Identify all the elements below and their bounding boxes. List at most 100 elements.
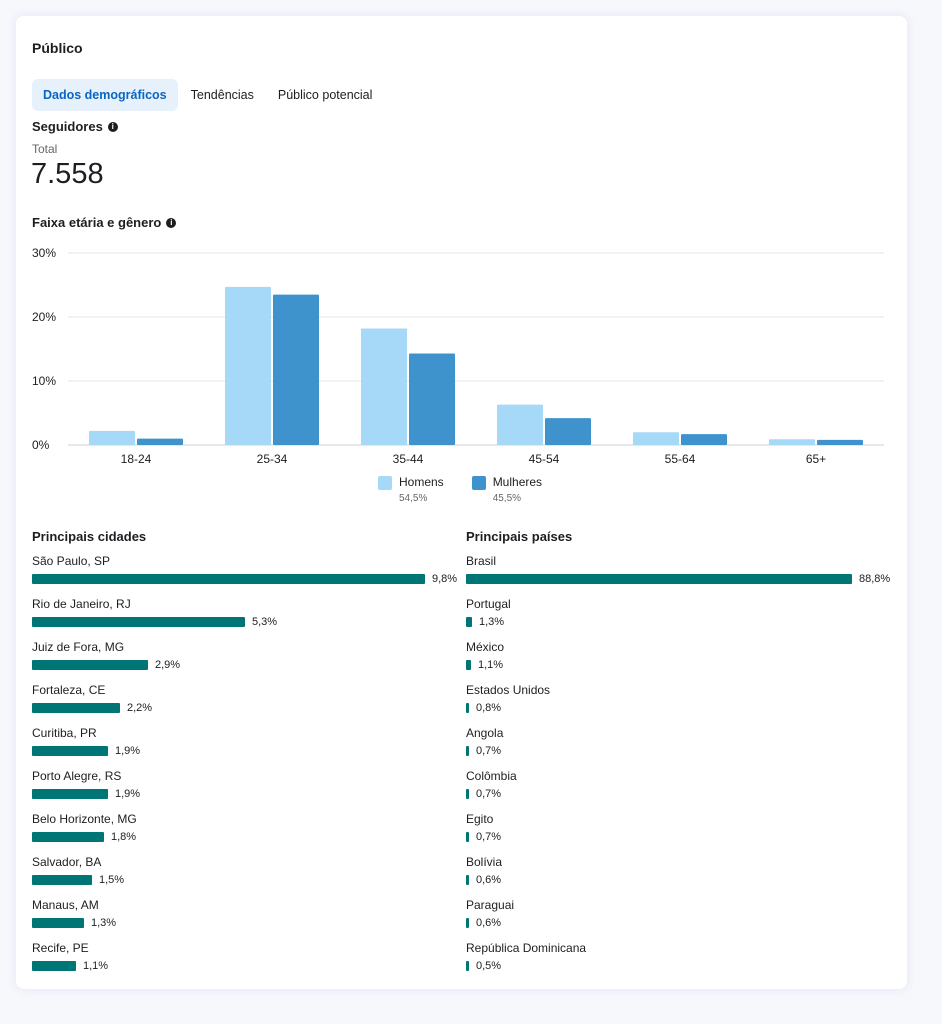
list-item-label: Estados Unidos (466, 683, 551, 697)
audience-card: Público Dados demográficos Tendências Pú… (16, 16, 907, 989)
legend-swatch-women (471, 476, 486, 490)
legend-item-women[interactable]: Mulheres 45,5% (471, 475, 542, 504)
list-item-bar (32, 746, 108, 756)
list-item-label: Recife, PE (32, 941, 89, 955)
list-item: Estados Unidos 0,8% (466, 682, 896, 725)
list-item-value: 88,8% (859, 573, 891, 585)
list-item: Colômbia 0,7% (466, 768, 896, 811)
x-tick-label: 25-34 (257, 452, 288, 466)
list-item-label: Juiz de Fora, MG (32, 640, 125, 654)
list-item-bar-wrap: 1,9% (32, 787, 462, 801)
list-item-bar-wrap: 1,8% (32, 830, 462, 844)
list-item-label: Angola (466, 726, 504, 740)
list-item: Angola 0,7% (466, 725, 896, 768)
list-item: Bolívia 0,6% (466, 854, 896, 897)
list-item-value: 1,9% (115, 745, 141, 757)
list-item-label: Salvador, BA (32, 855, 102, 869)
list-item-bar (466, 961, 469, 971)
x-tick-label: 55-64 (665, 452, 696, 466)
list-item-bar (466, 875, 469, 885)
bar-women[interactable] (681, 434, 727, 445)
list-item: Juiz de Fora, MG 2,9% (32, 639, 462, 682)
age-gender-heading: Faixa etária e gênero i (32, 215, 177, 230)
info-icon[interactable]: i (107, 121, 118, 132)
list-item-bar (466, 832, 469, 842)
list-item-value: 0,5% (476, 960, 502, 972)
bar-men[interactable] (633, 432, 679, 445)
page-title: Público (32, 40, 83, 56)
list-item: Fortaleza, CE 2,2% (32, 682, 462, 725)
list-item-value: 1,8% (111, 831, 137, 843)
list-item-bar (466, 660, 471, 670)
list-item-bar (32, 789, 108, 799)
x-tick-label: 65+ (806, 452, 826, 466)
top-cities-heading: Principais cidades (32, 529, 147, 544)
bar-women[interactable] (545, 418, 591, 445)
list-item-bar-wrap: 1,3% (466, 615, 896, 629)
list-item-bar (32, 875, 92, 885)
bar-women[interactable] (137, 438, 183, 445)
list-item-bar (466, 617, 472, 627)
legend-item-men[interactable]: Homens 54,5% (378, 475, 444, 504)
info-icon[interactable]: i (166, 217, 177, 228)
list-item: São Paulo, SP 9,8% (32, 553, 462, 596)
age-gender-heading-label: Faixa etária e gênero (32, 215, 162, 230)
bar-men[interactable] (361, 328, 407, 445)
list-item-label: Brasil (466, 554, 497, 568)
bar-women[interactable] (817, 439, 863, 445)
list-item-value: 0,7% (476, 745, 502, 757)
x-tick-label: 18-24 (121, 452, 152, 466)
list-item-bar-wrap: 0,6% (466, 873, 896, 887)
top-countries-list: Brasil 88,8% Portugal 1,3% México 1,1% Estados… (466, 553, 896, 983)
list-item-bar-wrap: 1,1% (466, 658, 896, 672)
tab-trends[interactable]: Tendências (190, 88, 254, 102)
list-item-value: 2,9% (155, 659, 181, 671)
list-item-bar (32, 961, 76, 971)
list-item-label: Curitiba, PR (32, 726, 97, 740)
followers-heading-label: Seguidores (32, 119, 103, 134)
list-item: República Dominicana 0,5% (466, 940, 896, 983)
list-item: Manaus, AM 1,3% (32, 897, 462, 940)
tab-demographics[interactable]: Dados demográficos (32, 79, 178, 111)
list-item-label: Colômbia (466, 769, 517, 783)
list-item-label: Portugal (466, 597, 511, 611)
bar-women[interactable] (409, 353, 455, 445)
bar-women[interactable] (273, 294, 319, 445)
list-item-bar-wrap: 0,8% (466, 701, 896, 715)
tab-bar: Dados demográficos Tendências Público po… (32, 79, 385, 111)
list-item-label: Porto Alegre, RS (32, 769, 122, 783)
list-item-bar-wrap: 1,5% (32, 873, 462, 887)
bar-men[interactable] (769, 439, 815, 445)
tab-potential-audience[interactable]: Público potencial (277, 88, 373, 102)
list-item: Curitiba, PR 1,9% (32, 725, 462, 768)
bar-men[interactable] (89, 430, 135, 445)
age-gender-chart: 0% 10% 20% 30% 18-24 25-34 35-44 45-54 55-64 65+ (32, 246, 884, 466)
list-item-value: 0,7% (476, 788, 502, 800)
list-item-label: Egito (466, 812, 494, 826)
top-countries-heading: Principais países (466, 529, 573, 544)
list-item-bar-wrap: 5,3% (32, 615, 462, 629)
list-item-bar (32, 574, 425, 584)
list-item-label: México (466, 640, 505, 654)
legend-share-women: 45,5% (492, 493, 522, 504)
bar-men[interactable] (225, 286, 271, 445)
list-item-label: Rio de Janeiro, RJ (32, 597, 131, 611)
list-item-bar-wrap: 0,7% (466, 787, 896, 801)
top-countries: Principais países Brasil 88,8% Portugal 1,3… (466, 529, 896, 983)
list-item: Porto Alegre, RS 1,9% (32, 768, 462, 811)
list-item-value: 1,3% (479, 616, 505, 628)
followers-heading: Seguidores i (32, 119, 118, 134)
bar-men[interactable] (497, 404, 543, 445)
list-item-bar-wrap: 0,5% (466, 959, 896, 973)
list-item-value: 0,6% (476, 917, 502, 929)
list-item-value: 0,6% (476, 874, 502, 886)
legend-swatch-men (378, 476, 392, 490)
list-item-bar-wrap: 0,7% (466, 744, 896, 758)
top-cities-list: São Paulo, SP 9,8% Rio de Janeiro, RJ 5,3% J… (32, 553, 462, 983)
list-item-value: 9,8% (432, 573, 458, 585)
list-item-bar-wrap: 1,1% (32, 959, 462, 973)
list-item-label: Bolívia (466, 855, 503, 869)
list-item-label: Paraguai (466, 898, 515, 912)
list-item-bar (466, 703, 469, 713)
x-tick-label: 35-44 (393, 452, 424, 466)
